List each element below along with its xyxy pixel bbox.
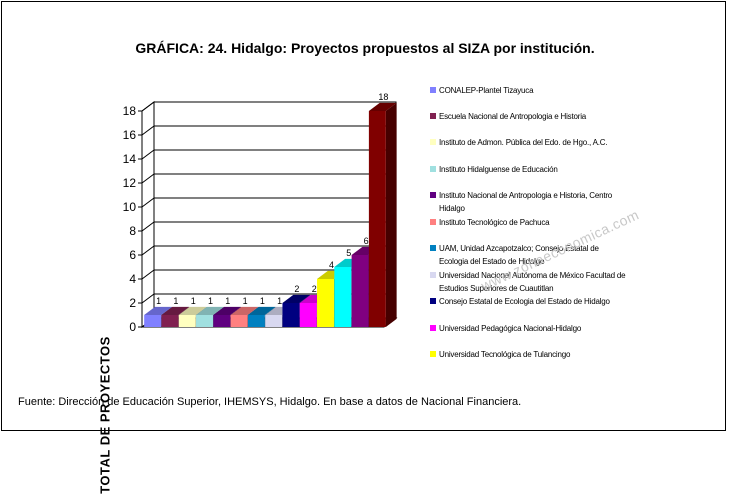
legend-label: Escuela Nacional de Antropologia e Histo… bbox=[439, 112, 587, 121]
y-tick-label: 0 bbox=[129, 320, 136, 334]
bar bbox=[161, 315, 179, 327]
bar-top bbox=[368, 102, 397, 111]
legend-label: Instituto Hidalguense de Educación bbox=[439, 165, 558, 174]
gridline-side bbox=[141, 101, 155, 112]
data-label: 6 bbox=[364, 236, 369, 246]
chart-frame bbox=[1, 1, 726, 431]
legend-swatch bbox=[430, 87, 436, 93]
bar bbox=[178, 315, 196, 327]
data-label: 1 bbox=[260, 296, 265, 306]
gridline-side bbox=[141, 221, 155, 232]
data-label: 4 bbox=[329, 260, 334, 270]
legend-swatch bbox=[430, 139, 436, 145]
bar-top bbox=[282, 294, 311, 303]
source-note: Fuente: Dirección de Educación Superior,… bbox=[18, 396, 522, 408]
legend-label: Universidad Pedagógica Nacional-Hidalgo bbox=[439, 324, 582, 333]
legend-label: Instituto Nacional de Antropologia e His… bbox=[439, 191, 613, 213]
bar bbox=[247, 315, 265, 327]
y-tick-label: 8 bbox=[129, 224, 136, 238]
legend-label: Universidad Tecnológica de Tulancingo bbox=[439, 350, 571, 359]
legend-swatch bbox=[430, 245, 436, 251]
bar bbox=[317, 279, 334, 327]
gridline-side bbox=[141, 197, 155, 208]
bar-side bbox=[385, 102, 397, 328]
gridline-side bbox=[141, 149, 155, 160]
bar-top bbox=[161, 306, 190, 315]
legend-swatch bbox=[430, 325, 436, 331]
data-label: 2 bbox=[294, 284, 299, 294]
y-tick-label: 14 bbox=[123, 152, 137, 166]
data-label: 5 bbox=[346, 248, 351, 258]
legend-label: Consejo Estatal de Ecologia del Estado d… bbox=[439, 297, 610, 306]
gridline-side bbox=[141, 245, 155, 256]
bar-top bbox=[247, 306, 276, 315]
data-label: 1 bbox=[173, 296, 178, 306]
legend-swatch bbox=[430, 113, 436, 119]
gridline-side bbox=[141, 173, 155, 184]
legend-label: Instituto Tecnológico de Pachuca bbox=[439, 218, 550, 227]
data-label: 1 bbox=[208, 296, 213, 306]
legend-swatch bbox=[430, 351, 436, 357]
data-label: 2 bbox=[312, 284, 317, 294]
bar bbox=[230, 315, 248, 327]
bar bbox=[368, 111, 386, 327]
legend-swatch bbox=[430, 219, 436, 225]
legend-swatch bbox=[430, 272, 436, 278]
y-tick-label: 18 bbox=[123, 104, 137, 118]
gridline-side bbox=[141, 125, 155, 136]
data-label: 1 bbox=[277, 296, 282, 306]
legend-label: CONALEP-Plantel Tizayuca bbox=[439, 86, 534, 95]
data-label: 18 bbox=[378, 92, 388, 102]
gridline-side bbox=[141, 293, 155, 304]
bar-top bbox=[230, 306, 259, 315]
data-label: 1 bbox=[191, 296, 196, 306]
legend-label: Instituto de Admon. Pública del Edo. de … bbox=[439, 138, 608, 147]
gridline-side bbox=[141, 269, 155, 280]
chart-title: GRÁFICA: 24. Hidalgo: Proyectos propuest… bbox=[135, 40, 595, 56]
bar-top bbox=[178, 306, 207, 315]
y-tick-label: 4 bbox=[129, 272, 136, 286]
bar-top bbox=[213, 306, 242, 315]
legend-label: UAM, Unidad Azcapotzalco; Consejo Estata… bbox=[439, 244, 599, 266]
data-label: 1 bbox=[225, 296, 230, 306]
y-tick-label: 16 bbox=[123, 128, 137, 142]
data-label: 1 bbox=[156, 296, 161, 306]
bar bbox=[299, 303, 317, 327]
legend-swatch bbox=[430, 166, 436, 172]
y-tick-label: 12 bbox=[123, 176, 137, 190]
data-label: 1 bbox=[243, 296, 248, 306]
bar bbox=[213, 315, 231, 327]
bar bbox=[334, 267, 352, 327]
legend-label: Universidad Nacional Autónoma de México … bbox=[439, 271, 626, 293]
chart-side-wall bbox=[141, 101, 155, 328]
legend-swatch bbox=[430, 298, 436, 304]
bar bbox=[282, 303, 300, 327]
y-tick-label: 6 bbox=[129, 248, 136, 262]
bar bbox=[144, 315, 162, 327]
bar-top bbox=[196, 306, 224, 315]
bar bbox=[196, 315, 213, 327]
bar bbox=[351, 255, 369, 327]
y-tick-label: 10 bbox=[123, 200, 137, 214]
y-tick-label: 2 bbox=[129, 296, 136, 310]
bar bbox=[265, 315, 283, 327]
bar-top bbox=[144, 306, 172, 315]
legend-swatch bbox=[430, 192, 436, 198]
